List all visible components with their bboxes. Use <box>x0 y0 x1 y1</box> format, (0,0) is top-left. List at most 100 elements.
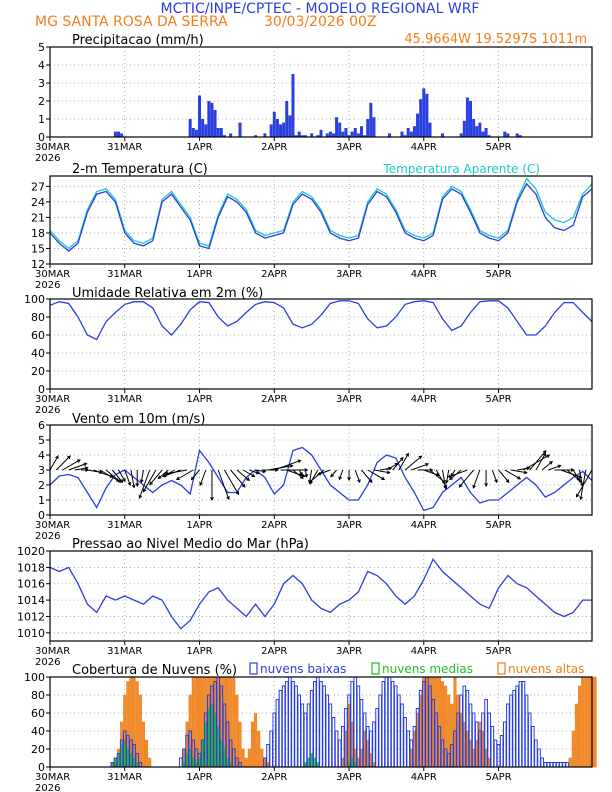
y-tick-label: 5 <box>38 434 45 447</box>
x-tick-label: 5APR <box>485 772 511 783</box>
x-year-label: 2026 <box>35 783 60 792</box>
wind-arrow <box>242 469 255 477</box>
panel-humidity: 0 20 40 60 80 100 30MAR 31MAR 1APR 2APR 3APR 4APR 5A… <box>24 286 593 416</box>
wind-arrow-head <box>505 479 510 484</box>
precip-bar <box>319 129 323 137</box>
y-tick-label: 0 <box>38 761 45 774</box>
wind-arrow <box>498 469 510 483</box>
x-year-label: 2026 <box>35 153 60 164</box>
cloud-bar-nuvens-baixas <box>288 676 292 768</box>
wind-arrow <box>572 469 580 481</box>
wind-arrow-head <box>368 479 373 484</box>
cloud-bar-nuvens-altas <box>244 757 248 768</box>
precip-bar <box>465 97 469 137</box>
wind-arrow-head <box>418 455 423 460</box>
y-tick-label: 5 <box>38 41 45 54</box>
cloud-bar-nuvens-altas <box>145 739 149 768</box>
panel-frame <box>49 46 593 138</box>
legend-swatch <box>497 662 506 675</box>
panel-title: Umidade Relativa em 2m (%) <box>72 286 263 301</box>
cloud-bar-nuvens-altas <box>260 748 264 768</box>
legend-label: nuvens baixas <box>260 662 346 676</box>
precip-bar <box>472 119 476 137</box>
y-tick-label: 80 <box>31 311 45 324</box>
cloud-bar-nuvens-baixas <box>537 748 541 768</box>
x-tick-label: 4APR <box>411 520 437 531</box>
wind-arrow-head <box>549 460 553 465</box>
wind-arrow <box>373 469 390 474</box>
x-tick-label: 30MAR <box>35 772 70 783</box>
cloud-bar-nuvens-baixas <box>543 762 548 768</box>
cloud-bar-nuvens-baixas <box>278 690 283 768</box>
panel-frame <box>49 676 593 768</box>
cloud-bar-nuvens-baixas <box>312 681 317 768</box>
wind-arrow <box>398 453 409 471</box>
wind-arrow-head <box>139 479 144 484</box>
temp-line <box>49 182 593 252</box>
y-tick-label: 21 <box>31 211 45 224</box>
cloud-bar-nuvens-baixas <box>499 735 504 768</box>
x-tick-label: 30MAR <box>35 394 70 405</box>
precip-bar <box>328 131 332 137</box>
x-tick-label: 2APR <box>261 772 287 783</box>
y-tick-label: 60 <box>31 329 45 342</box>
cloud-bar-nuvens-altas <box>235 694 239 768</box>
wind-arrow <box>392 457 404 471</box>
precip-bar <box>113 131 117 137</box>
cloud-bar-nuvens-altas <box>241 748 245 768</box>
cloud-bar-nuvens-altas <box>254 712 258 768</box>
wind-arrow-head <box>299 471 303 476</box>
wind-arrow-head <box>579 496 583 501</box>
wind-arrow <box>491 469 498 483</box>
cloud-bar-nuvens-baixas <box>294 685 298 768</box>
legend-label: nuvens altas <box>508 662 584 676</box>
x-tick-label: 2APR <box>261 646 287 657</box>
cloud-bar-nuvens-baixas <box>387 676 392 768</box>
wind-arrow <box>142 469 157 492</box>
panel-frame <box>49 424 593 516</box>
wind-arrow <box>504 469 521 480</box>
x-tick-label: 5APR <box>485 142 511 153</box>
precip-bar <box>316 135 320 137</box>
wind-arrow-head <box>76 459 81 463</box>
cloud-bar-nuvens-baixas <box>381 681 386 768</box>
precip-bar <box>219 128 223 137</box>
cloud-bar-nuvens-baixas <box>384 676 389 768</box>
x-year-label: 2026 <box>35 280 60 291</box>
precip-bar <box>372 117 376 137</box>
precip-bar <box>366 119 370 137</box>
legend-swatch <box>371 662 380 675</box>
precip-bar <box>201 119 205 137</box>
precip-bar <box>347 135 351 137</box>
wind-arrow-head <box>405 452 409 457</box>
wind-arrow-head <box>162 473 166 478</box>
wind-arrow <box>579 469 583 486</box>
panel-title: Vento em 10m (m/s) <box>72 412 205 427</box>
x-tick-label: 31MAR <box>107 520 142 531</box>
x-tick-label: 30MAR <box>35 520 70 531</box>
precip-bar <box>297 131 301 137</box>
cloud-bar-nuvens-baixas <box>284 681 289 768</box>
wind-arrow <box>62 459 81 471</box>
wind-arrow-head <box>347 477 351 482</box>
y-tick-label: 40 <box>31 347 45 360</box>
cloud-bar-nuvens-baixas <box>325 694 330 768</box>
wind-arrow <box>249 469 259 474</box>
precip-bar <box>210 102 214 137</box>
precip-bar <box>406 128 410 137</box>
cloud-bar-nuvens-altas <box>148 757 152 768</box>
wind-arrow-head <box>576 477 581 482</box>
cloud-bar-nuvens-altas <box>577 685 582 768</box>
wind-arrow <box>441 469 447 489</box>
precip-bar <box>400 131 404 137</box>
wind-arrow <box>423 469 439 476</box>
wind-arrow-head <box>131 484 136 489</box>
precip-bar <box>475 126 479 137</box>
precip-bar <box>344 128 348 137</box>
cloud-bar-nuvens-baixas <box>490 726 495 768</box>
wind-arrow <box>317 469 331 475</box>
cloud-bar-nuvens-baixas <box>297 694 301 768</box>
panel-precip: 0 1 2 3 4 5 30MAR 31MAR 1APR 2APR 3APR 4APR 5APR 2026… <box>35 33 593 164</box>
pressure-line <box>49 557 592 630</box>
coords-label: 45.9664W 19.5297S 1011m <box>404 32 587 47</box>
